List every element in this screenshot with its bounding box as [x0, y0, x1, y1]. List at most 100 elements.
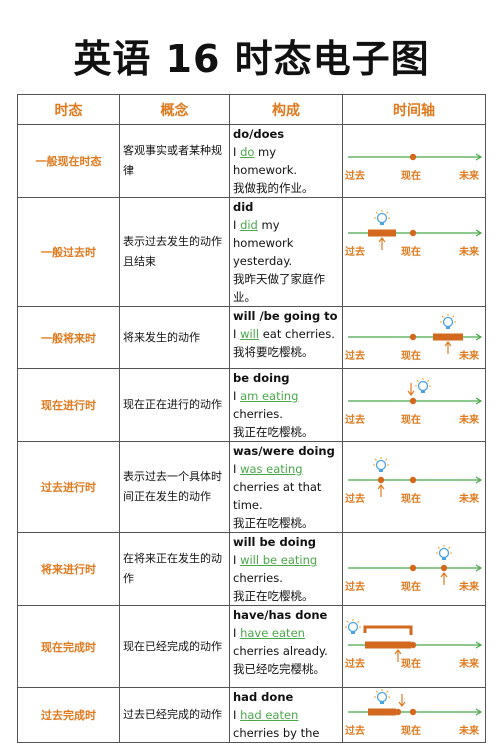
timeline-label-past: 过去 — [345, 247, 365, 258]
timeline-point — [409, 333, 417, 341]
tense-structure: will /be going to I will eat cherries. 我将要… — [229, 306, 343, 369]
timeline-label-past: 过去 — [345, 171, 365, 182]
tense-name: 一般过去时 — [17, 197, 120, 307]
timeline-arrowhead — [475, 564, 483, 572]
timeline-label-future: 未来 — [459, 247, 479, 258]
table-header-row: 时态 概念 构成 时间轴 — [17, 94, 486, 125]
timeline-diagram — [348, 378, 483, 405]
timeline-point — [394, 708, 402, 716]
timeline-point — [409, 708, 417, 716]
example-translation: 我将要吃樱桃。 — [233, 345, 314, 359]
timeline-label-past: 过去 — [345, 494, 365, 505]
header-structure: 构成 — [229, 94, 343, 125]
example-translation: 我正在吃樱桃。 — [233, 589, 314, 603]
structure-formula: will /be going to — [233, 309, 338, 323]
structure-formula: be doing — [233, 371, 290, 385]
tense-structure: be doing I am eating cherries. 我正在吃樱桃。 — [229, 368, 343, 442]
example-verb: was eating — [240, 462, 303, 476]
example-suffix: my homework. — [233, 145, 298, 177]
timeline-diagram — [348, 314, 483, 354]
timeline-cell: 过去 现在 未来 — [342, 605, 486, 688]
timeline-label-now: 现在 — [401, 247, 421, 258]
table-row: 过去完成时 过去已经完成的动作 had done I had eaten cherri… — [17, 687, 486, 743]
example-prefix: I — [233, 626, 241, 640]
timeline-diagram — [348, 210, 483, 250]
structure-formula: was/were doing — [233, 444, 335, 458]
tense-concept: 将来发生的动作 — [119, 306, 230, 369]
example-translation: 我正在吃樱桃。 — [233, 516, 314, 530]
timeline-label-past: 过去 — [345, 582, 365, 593]
timeline-point — [440, 564, 448, 572]
timeline-label-now: 现在 — [401, 494, 421, 505]
timeline-cell: 过去 现在 未来 — [342, 124, 486, 198]
tense-concept: 现在已经完成的动作 — [119, 605, 230, 688]
timeline-point — [409, 397, 417, 405]
timeline-diagram — [348, 153, 483, 161]
tense-structure: have/has done I have eaten cherries alrea… — [229, 605, 343, 688]
arrow-up-icon — [440, 572, 448, 585]
example-sentence: I am eating cherries. — [233, 387, 339, 423]
timeline-label-past: 过去 — [345, 415, 365, 426]
timeline-bar — [368, 708, 396, 716]
example-translation: 我正在吃樱桃。 — [233, 425, 314, 439]
structure-formula: will be doing — [233, 535, 316, 549]
arrow-up-icon — [394, 649, 402, 662]
timeline-label-now: 现在 — [401, 726, 421, 737]
timeline-diagram — [345, 619, 483, 662]
example-verb: do — [240, 145, 255, 159]
example-suffix: cherries already. — [233, 644, 328, 658]
lightbulb-icon — [374, 689, 390, 704]
timeline-label-future: 未来 — [459, 415, 479, 426]
timeline-label-now: 现在 — [401, 659, 421, 670]
timeline-arrowhead — [475, 476, 483, 484]
example-translation: 我已经吃完樱桃。 — [233, 662, 325, 676]
example-suffix: eat cherries. — [259, 327, 335, 341]
example-prefix: I — [233, 708, 241, 722]
tense-name: 现在进行时 — [17, 368, 120, 442]
structure-formula: had done — [233, 690, 294, 704]
timeline-cell: 过去 现在 未来 — [342, 687, 486, 743]
page-title: 英语 16 时态电子图 — [73, 37, 430, 81]
arrow-up-icon — [444, 341, 452, 354]
timeline-label-past: 过去 — [345, 726, 365, 737]
tense-structure: had done I had eaten cherries by the — [229, 687, 343, 743]
timeline-arrowhead — [475, 397, 483, 405]
header-timeline: 时间轴 — [342, 94, 486, 125]
timeline-bar — [368, 229, 396, 237]
example-suffix: my homework yesterday. — [233, 218, 294, 268]
header-concept: 概念 — [119, 94, 230, 125]
example-sentence: I have eaten cherries already. — [233, 624, 339, 660]
table-row: 将来进行时 在将来正在发生的动作 will be doing I will be ea… — [17, 532, 486, 606]
timeline-point — [409, 641, 417, 649]
example-verb: will be eating — [240, 553, 318, 567]
tense-structure: did I did my homework yesterday. 我昨天做了家庭作业… — [229, 197, 343, 307]
example-prefix: I — [233, 145, 241, 159]
timeline-point — [409, 153, 417, 161]
tense-structure: will be doing I will be eating cherries. 我… — [229, 532, 343, 606]
tense-name: 过去进行时 — [17, 441, 120, 533]
table-row: 现在进行时 现在正在进行的动作 be doing I am eating cherri… — [17, 368, 486, 442]
tense-structure: do/does I do my homework. 我做我的作业。 — [229, 124, 343, 198]
tense-table: 时态 概念 构成 时间轴 一般现在时态 客观事实或者某种规律 do/does I do… — [17, 94, 486, 743]
timeline-bar — [433, 333, 463, 341]
example-sentence: I will eat cherries. — [233, 325, 339, 343]
timeline-arrowhead — [475, 153, 483, 161]
table-row: 现在完成时 现在已经完成的动作 have/has done I have eaten … — [17, 605, 486, 688]
example-verb: am eating — [240, 389, 299, 403]
arrow-up-icon — [378, 237, 386, 250]
table-row: 过去进行时 表示过去一个具体时间正在发生的动作 was/were doing I wa… — [17, 441, 486, 533]
timeline-diagram — [348, 545, 483, 585]
table-row: 一般将来时 将来发生的动作 will /be going to I will eat … — [17, 306, 486, 369]
lightbulb-icon — [373, 457, 389, 472]
structure-formula: do/does — [233, 127, 285, 141]
example-suffix: cherries at that time. — [233, 480, 322, 512]
timeline-point — [409, 229, 417, 237]
example-prefix: I — [233, 327, 241, 341]
example-sentence: I do my homework. — [233, 143, 339, 179]
header-tense: 时态 — [17, 94, 120, 125]
tense-name: 一般现在时态 — [17, 124, 120, 198]
tense-concept: 表示过去一个具体时间正在发生的动作 — [119, 441, 230, 533]
example-prefix: I — [233, 218, 241, 232]
timeline-label-future: 未来 — [459, 494, 479, 505]
lightbulb-icon — [415, 378, 431, 393]
